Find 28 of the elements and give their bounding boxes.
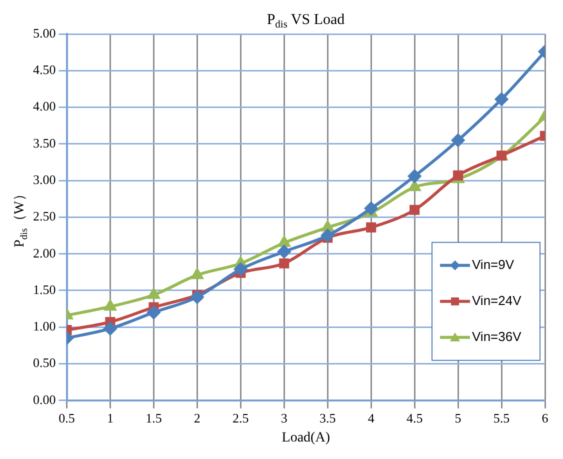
x-tick-label: 4.5: [406, 410, 423, 426]
y-tick-label: 3.00: [33, 172, 56, 187]
y-tick-label: 3.50: [33, 135, 56, 150]
x-tick-label: 2.5: [232, 410, 249, 426]
legend-label: Vin=9V: [472, 256, 514, 272]
x-tick-label: 5.5: [493, 410, 510, 426]
x-tick-label: 3.5: [319, 410, 336, 426]
y-tick-label: 2.50: [33, 208, 56, 224]
x-tick-label: 5: [454, 410, 462, 426]
y-tick-label: 1.00: [33, 318, 56, 334]
y-tick-label: 4.00: [33, 98, 56, 114]
y-tick-label: 2.00: [33, 245, 56, 260]
y-tick-label: 0.00: [33, 392, 56, 407]
x-tick-label: 4: [368, 410, 375, 426]
x-tick-label: 0.5: [58, 410, 75, 426]
x-tick-label: 2: [194, 410, 200, 426]
legend-label: Vin=36V: [472, 328, 522, 344]
x-tick-label: 3: [280, 410, 288, 426]
x-axis-title: Load(A): [282, 430, 330, 446]
y-tick-label: 5.00: [33, 25, 56, 40]
x-tick-label: 6: [542, 410, 549, 426]
y-tick-label: 0.50: [33, 355, 56, 370]
legend-label: Vin=24V: [472, 292, 522, 308]
y-tick-label: 4.50: [33, 62, 56, 78]
y-axis-title: Pdis（W）: [12, 186, 30, 248]
y-tick-label: 1.50: [33, 282, 56, 297]
x-tick-label: 1.5: [146, 410, 162, 426]
x-tick-label: 1: [106, 410, 114, 426]
